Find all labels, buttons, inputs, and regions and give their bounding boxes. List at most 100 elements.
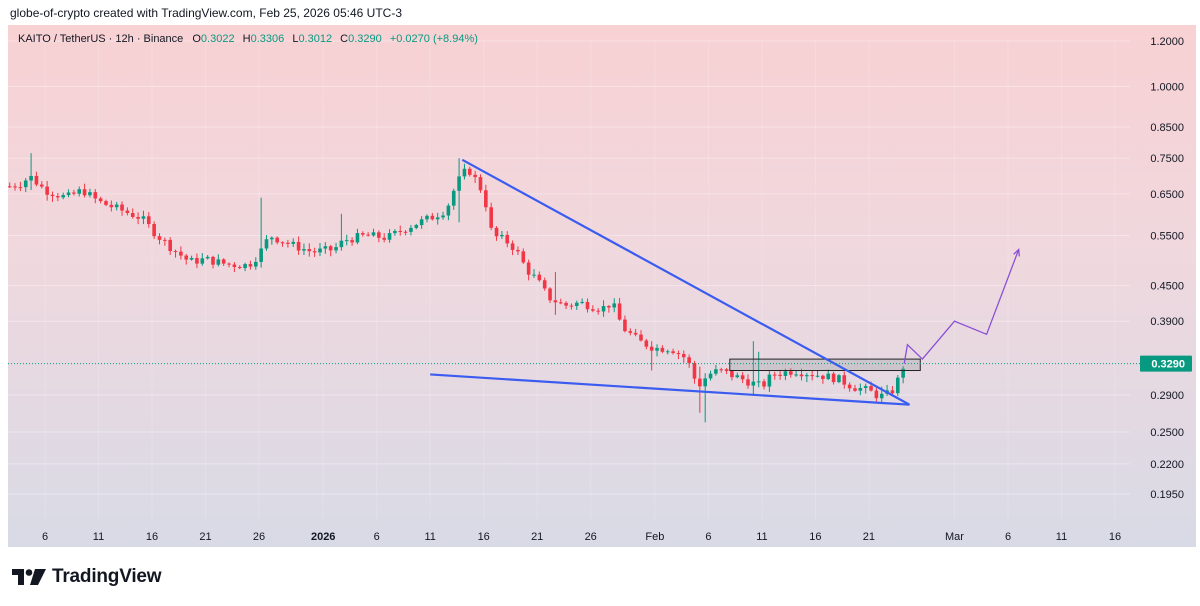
- high-label: H: [242, 33, 251, 45]
- candle-body-down: [307, 249, 312, 252]
- candle-body-down: [34, 175, 39, 185]
- candle-body-down: [526, 262, 531, 275]
- chart-attribution: globe-of-crypto created with TradingView…: [10, 6, 402, 20]
- candle-body-down: [286, 242, 290, 244]
- candle-body-up: [457, 176, 461, 191]
- candle-body-up: [216, 259, 221, 265]
- candle-body-down: [548, 288, 552, 301]
- candle-body-up: [879, 393, 884, 399]
- low-label: L: [292, 33, 299, 45]
- candle-body-down: [869, 386, 873, 391]
- candle-body-up: [815, 375, 820, 377]
- y-tick-label: 0.1950: [1150, 489, 1184, 501]
- candle-body-up: [612, 303, 617, 308]
- candle-body-down: [730, 371, 734, 378]
- candle-body-down: [56, 196, 60, 198]
- candle-body-up: [735, 375, 740, 378]
- candle-body-up: [655, 347, 659, 351]
- candle-body-down: [821, 375, 825, 380]
- candle-body-down: [168, 239, 172, 252]
- candle-body-down: [553, 300, 558, 303]
- candle-body-up: [435, 217, 440, 220]
- candle-body-down: [537, 274, 542, 281]
- candle-body-down: [890, 390, 895, 394]
- candle-body-down: [510, 243, 515, 250]
- tradingview-logo-icon: [12, 569, 46, 585]
- candle-body-up: [783, 371, 788, 376]
- candle-body-down: [847, 384, 852, 389]
- projection-path: [903, 249, 1020, 364]
- x-tick-label: 2026: [311, 531, 335, 543]
- candle-body-up: [451, 190, 456, 206]
- candle-body-down: [173, 251, 178, 253]
- candle-body-up: [114, 204, 119, 208]
- candle-body-up: [29, 175, 33, 181]
- candle-body-down: [377, 232, 381, 238]
- close-label: C: [340, 33, 349, 45]
- candle-body-up: [901, 368, 905, 378]
- candle-body-down: [719, 369, 724, 371]
- candle-body-down: [740, 375, 745, 380]
- candle-body-down: [109, 204, 114, 208]
- candle-body-up: [441, 215, 445, 218]
- candle-body-up: [794, 374, 798, 376]
- x-tick-label: 6: [42, 531, 48, 543]
- candle-body-down: [146, 216, 151, 225]
- resistance-zone-box: [729, 358, 921, 372]
- candle-body-down: [227, 263, 231, 265]
- candle-body-down: [350, 240, 354, 243]
- candle-body-down: [853, 388, 857, 391]
- change-value: +0.0270 (+8.94%): [389, 33, 478, 45]
- y-tick-label: 0.7500: [1150, 153, 1184, 165]
- candle-body-down: [494, 227, 499, 237]
- candle-body-down: [671, 351, 675, 354]
- x-tick-label: 6: [1005, 531, 1011, 543]
- symbol-title: KAITO / TetherUS · 12h · Binance: [18, 33, 184, 45]
- close-value: 0.3290: [348, 33, 382, 45]
- candle-body-up: [318, 248, 322, 253]
- y-tick-label: 0.2900: [1150, 390, 1184, 402]
- candle-body-down: [799, 374, 804, 377]
- y-tick-label: 0.2500: [1150, 427, 1184, 439]
- candle-body-down: [104, 201, 108, 205]
- candle-body-down: [810, 375, 814, 377]
- y-tick-label: 0.4500: [1150, 281, 1184, 293]
- gridlines: [8, 40, 1130, 520]
- candle-body-down: [18, 187, 23, 189]
- candle-body-down: [687, 357, 691, 364]
- candle-body-down: [649, 346, 654, 351]
- last-price-badge: [1140, 355, 1192, 372]
- candle-body-down: [788, 371, 793, 375]
- candle-body-down: [232, 264, 237, 268]
- candle-body-up: [837, 375, 841, 383]
- candle-body-down: [211, 256, 215, 265]
- candlesticks: [7, 153, 905, 423]
- candle-body-down: [607, 306, 611, 308]
- candle-body-down: [874, 390, 879, 399]
- candle-body-up: [243, 264, 247, 269]
- x-tick-label: 6: [374, 531, 380, 543]
- candle-body-up: [500, 234, 504, 237]
- last-price-badge-text: 0.3290: [1151, 359, 1185, 371]
- candle-body-down: [360, 233, 365, 235]
- candle-body-down: [521, 251, 526, 263]
- candle-body-down: [591, 309, 595, 311]
- drawings: [8, 158, 1140, 406]
- candle-body-up: [826, 373, 831, 380]
- candle-body-down: [585, 301, 590, 310]
- candle-body-down: [692, 363, 697, 379]
- chart-background: [8, 25, 1196, 547]
- tradingview-brand[interactable]: TradingView: [12, 566, 162, 588]
- candle-body-down: [644, 340, 649, 347]
- y-tick-label: 0.5500: [1150, 230, 1184, 242]
- low-value: 0.3012: [298, 33, 333, 45]
- candle-body-down: [45, 186, 49, 195]
- candle-body-up: [200, 258, 205, 264]
- candle-body-up: [601, 306, 606, 312]
- candle-body-down: [633, 332, 638, 335]
- candle-body-down: [596, 310, 600, 312]
- candle-body-up: [264, 239, 269, 249]
- candle-body-down: [676, 353, 681, 355]
- candle-body-up: [665, 351, 670, 353]
